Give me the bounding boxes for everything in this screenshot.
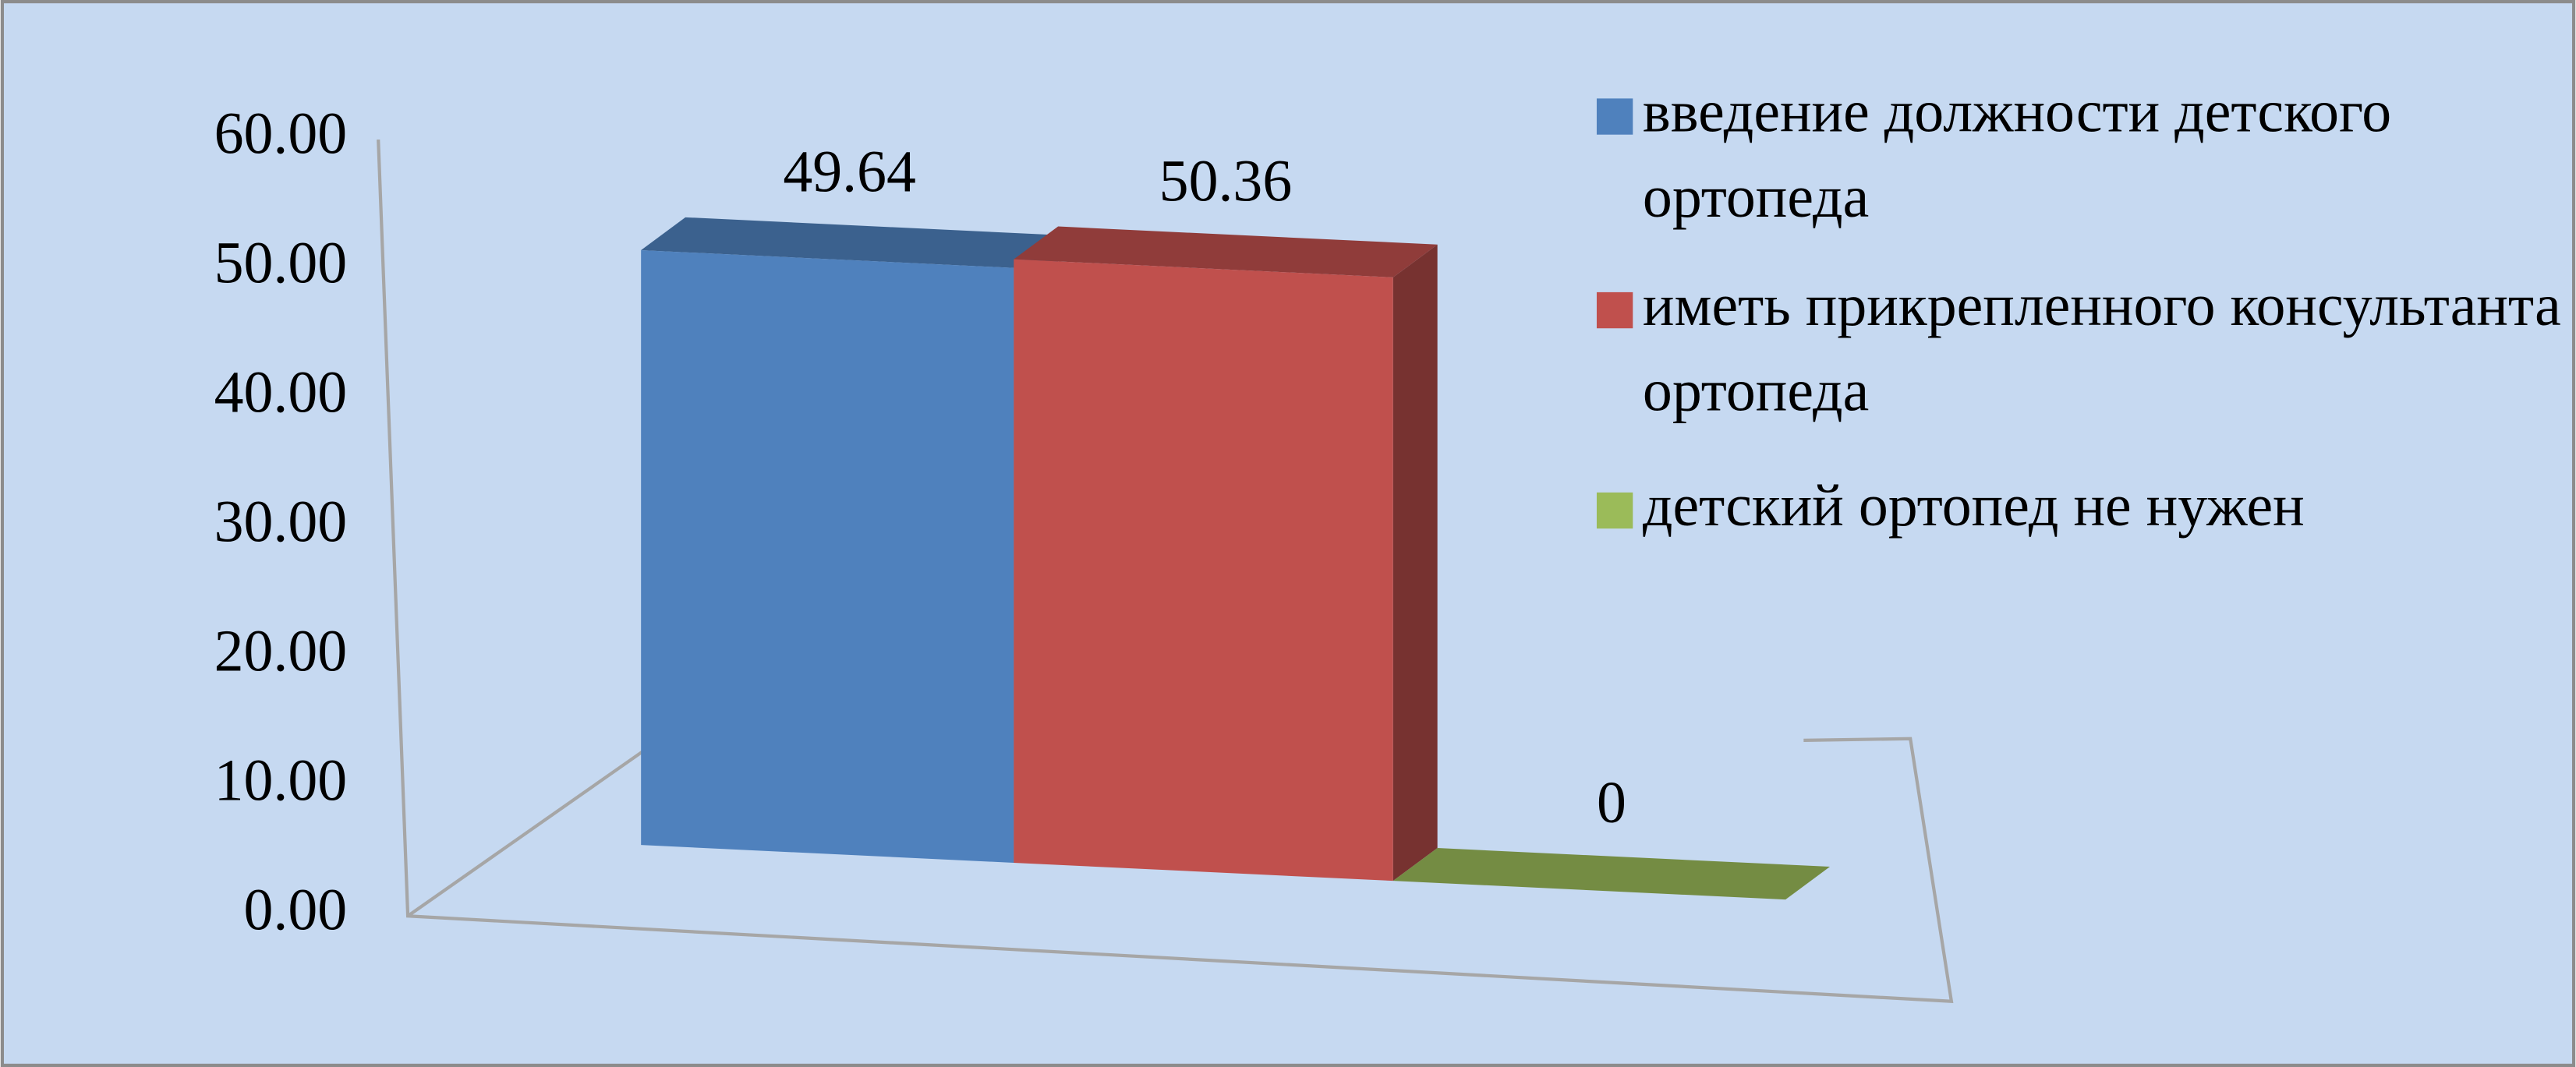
bar-top xyxy=(641,217,1059,268)
bar-top xyxy=(1392,848,1831,900)
bar-front xyxy=(641,249,1014,863)
bar-side xyxy=(1392,244,1438,882)
legend-label: иметь прикрепленного консультанта ортопе… xyxy=(1642,272,2561,424)
legend-swatch xyxy=(1596,291,1633,329)
y-tick-label: 50.00 xyxy=(214,230,348,295)
y-tick-label: 40.00 xyxy=(214,359,348,425)
legend-label: введение должности детского ортопеда xyxy=(1642,79,2392,230)
y-tick-label: 20.00 xyxy=(214,619,348,684)
axis-frame xyxy=(377,139,1954,1004)
y-tick-label: 10.00 xyxy=(214,748,348,814)
bar xyxy=(641,217,1059,863)
bar xyxy=(1392,848,1831,900)
bar-top xyxy=(1014,226,1438,277)
y-tick-label: 30.00 xyxy=(214,489,348,555)
legend-entry: введение должности детского ортопеда xyxy=(1642,79,2392,230)
data-label: 0 xyxy=(1597,770,1626,836)
bar xyxy=(1014,226,1438,882)
legend-entry: детский ортопед не нужен xyxy=(1642,472,2305,539)
data-label: 50.36 xyxy=(1159,148,1293,214)
legend-entry: иметь прикрепленного консультанта ортопе… xyxy=(1642,272,2561,424)
data-label: 49.64 xyxy=(783,140,916,205)
legend-swatch xyxy=(1596,98,1633,135)
bar-front xyxy=(1014,259,1393,882)
legend-swatch xyxy=(1596,492,1633,529)
legend-label: детский ортопед не нужен xyxy=(1642,472,2305,539)
y-tick-label: 0.00 xyxy=(244,878,348,943)
y-tick-label: 60.00 xyxy=(214,101,348,166)
floor-edge xyxy=(406,745,650,917)
